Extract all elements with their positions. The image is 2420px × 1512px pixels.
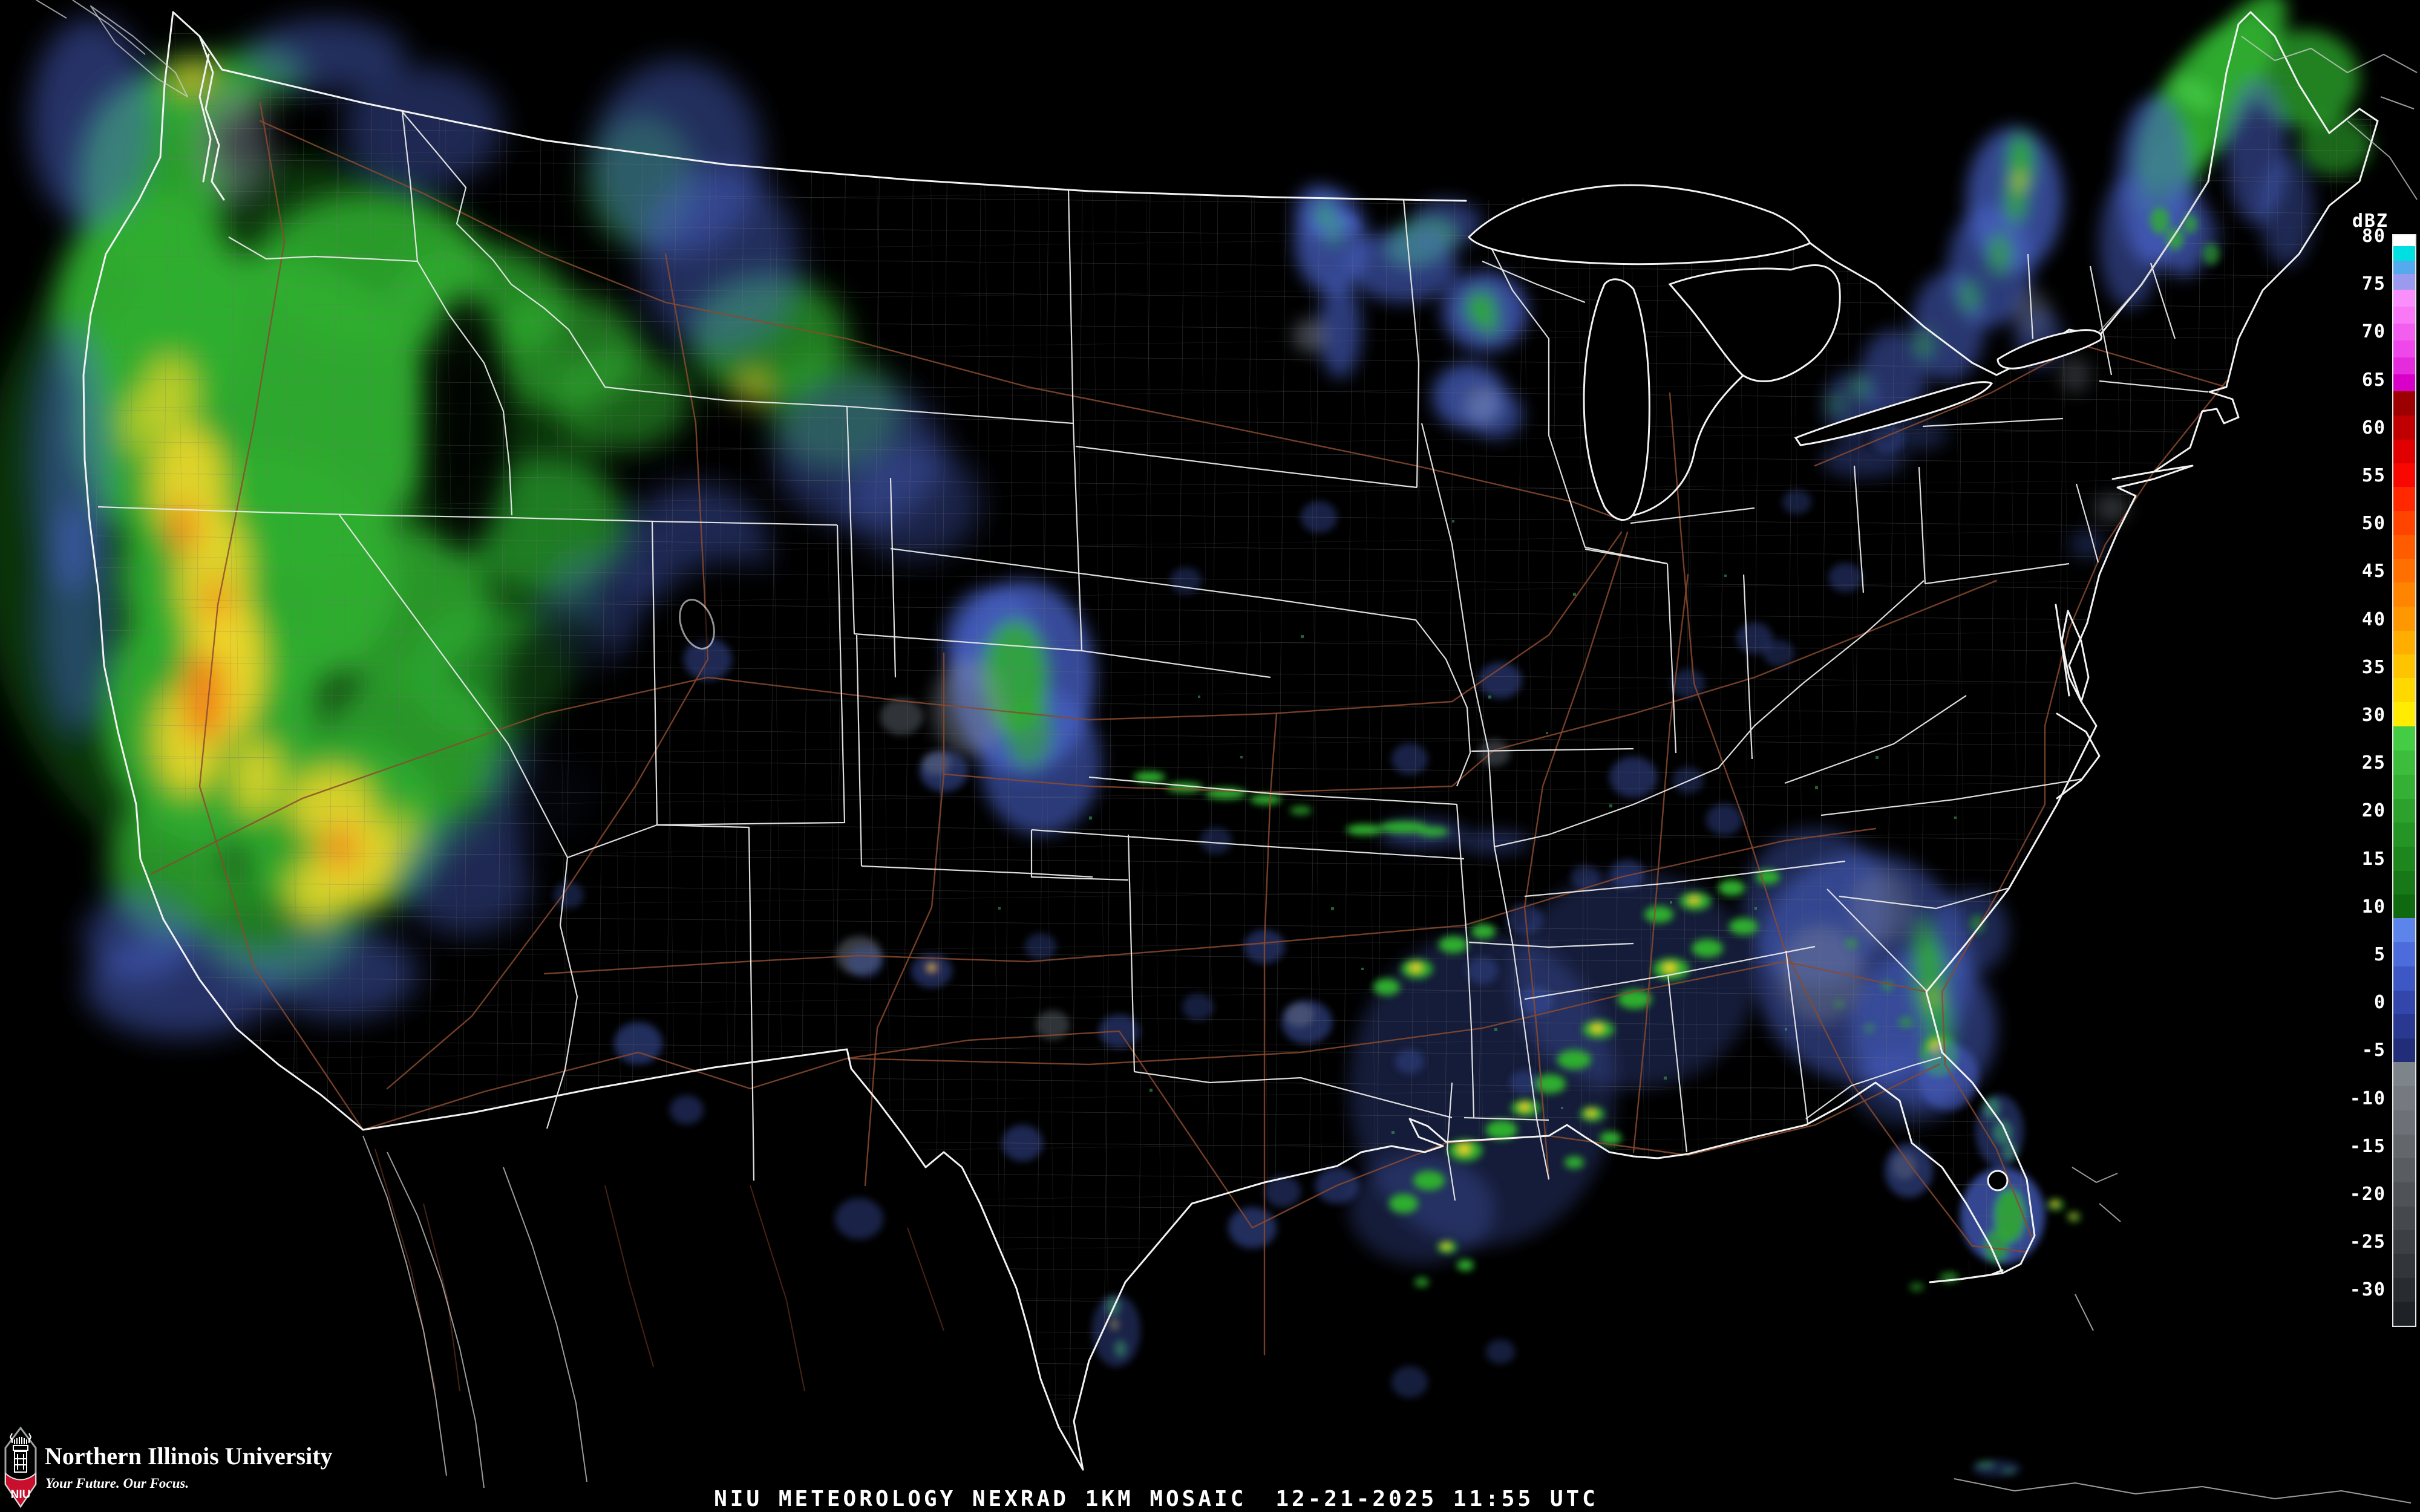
university-tagline: Your Future. Our Focus. <box>45 1476 189 1491</box>
colorbar-tick: 55 <box>2361 465 2386 486</box>
colorbar-tick: 60 <box>2361 417 2386 438</box>
colorbar-tick: -15 <box>2349 1135 2386 1157</box>
niu-shield-text: NIU <box>11 1488 31 1501</box>
colorbar-tick: -30 <box>2349 1279 2386 1301</box>
colorbar-tick: 75 <box>2361 273 2386 295</box>
colorbar-unit-label: dBZ <box>2352 210 2389 232</box>
colorbar-tick: 0 <box>2373 992 2386 1014</box>
colorbar-tick: -10 <box>2349 1087 2386 1109</box>
caption-timestamp: 12-21-2025 11:55 UTC <box>1275 1487 1598 1511</box>
colorbar-tick: 80 <box>2361 226 2386 247</box>
colorbar-ticks: 80 75 70 65 60 55 50 45 40 35 30 25 20 15 10 5 0 -5 -10 -15… <box>2321 227 2386 1329</box>
colorbar-tick: 45 <box>2361 561 2386 582</box>
colorbar-tick: 65 <box>2361 369 2386 391</box>
niu-logo: NIU Northern Illinois University Your Fu… <box>4 1425 427 1510</box>
colorbar-tick: -5 <box>2361 1040 2386 1061</box>
state-borders-layer <box>82 11 2379 1471</box>
niu-shield-icon: NIU <box>4 1426 37 1508</box>
colorbar-tick: -25 <box>2349 1231 2386 1253</box>
colorbar-tick: -20 <box>2349 1184 2386 1205</box>
colorbar-tick: 10 <box>2361 896 2386 917</box>
caption-product: NIU METEOROLOGY NEXRAD 1KM MOSAIC <box>714 1487 1247 1511</box>
colorbar-tick: 25 <box>2361 752 2386 774</box>
highway-layer <box>150 102 2228 1392</box>
colorbar-tick: 15 <box>2361 848 2386 870</box>
colorbar-gradient <box>2392 234 2416 1327</box>
colorbar-tick: 35 <box>2361 656 2386 678</box>
colorbar-tick: 70 <box>2361 321 2386 343</box>
colorbar-tick: 50 <box>2361 513 2386 535</box>
colorbar-tick: 30 <box>2361 705 2386 726</box>
great-lakes <box>679 184 2102 1191</box>
colorbar-tick: 40 <box>2361 608 2386 630</box>
colorbar-tick: 5 <box>2373 944 2386 965</box>
university-name: Northern Illinois University <box>45 1442 333 1470</box>
foreign-outlines <box>36 0 2418 1504</box>
caption-bar: NIU METEOROLOGY NEXRAD 1KM MOSAIC 12-21-2… <box>0 1487 2312 1511</box>
colorbar-tick: 20 <box>2361 800 2386 822</box>
